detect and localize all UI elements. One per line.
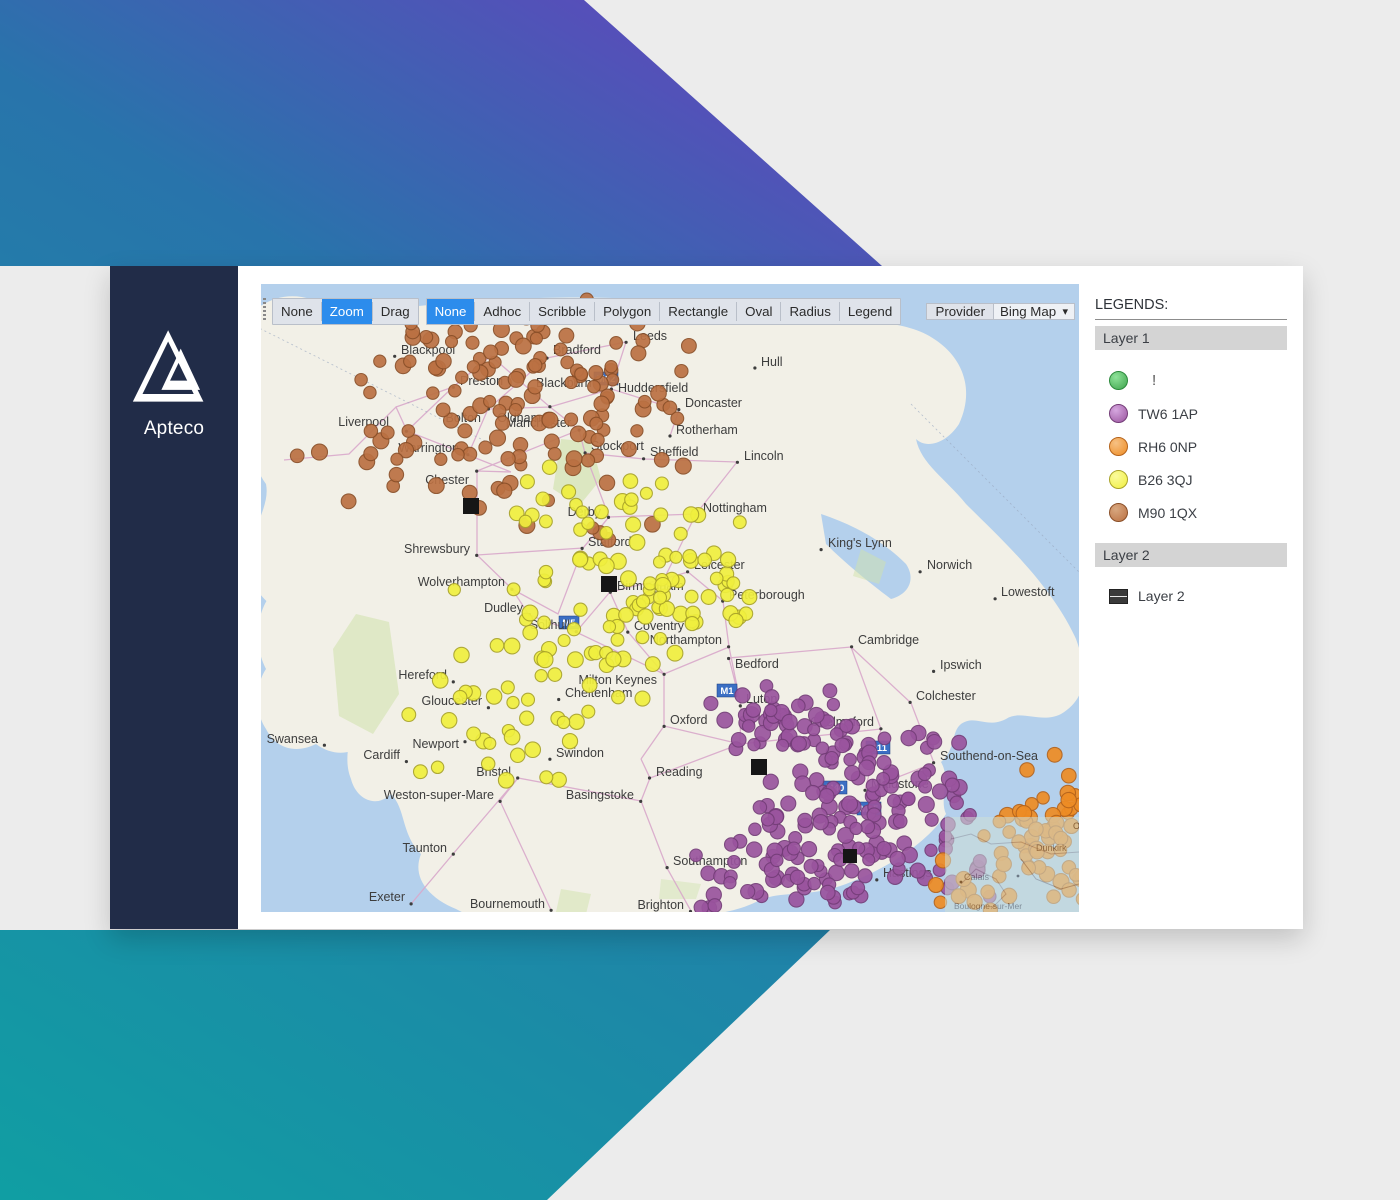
svg-text:Bournemouth: Bournemouth (470, 897, 545, 911)
svg-text:Lowestoft: Lowestoft (1001, 585, 1055, 599)
svg-text:Newport: Newport (412, 737, 459, 751)
svg-text:Weston-super-Mare: Weston-super-Mare (384, 788, 494, 802)
svg-text:Exeter: Exeter (369, 890, 405, 904)
svg-text:Boulogne-sur-Mer: Boulogne-sur-Mer (954, 901, 1022, 911)
svg-text:Lincoln: Lincoln (744, 449, 784, 463)
svg-text:Dunkirk: Dunkirk (1036, 843, 1067, 853)
svg-text:Colchester: Colchester (916, 689, 976, 703)
svg-text:Swindon: Swindon (556, 746, 604, 760)
svg-text:Dudley: Dudley (484, 601, 524, 615)
svg-text:Bedford: Bedford (735, 657, 779, 671)
svg-text:Oste: Oste (1073, 821, 1079, 831)
svg-text:King's Lynn: King's Lynn (828, 536, 892, 550)
svg-text:Cardiff: Cardiff (363, 748, 400, 762)
svg-text:M1: M1 (720, 686, 734, 697)
svg-text:Peterborough: Peterborough (729, 588, 805, 602)
svg-text:Taunton: Taunton (403, 841, 448, 855)
svg-text:Ipswich: Ipswich (940, 658, 982, 672)
svg-text:Wolverhampton: Wolverhampton (418, 575, 505, 589)
svg-text:Southend-on-Sea: Southend-on-Sea (940, 749, 1038, 763)
svg-text:Brighton: Brighton (637, 898, 684, 912)
svg-text:Reading: Reading (656, 765, 703, 779)
svg-text:Shrewsbury: Shrewsbury (404, 542, 471, 556)
svg-text:Cambridge: Cambridge (858, 633, 919, 647)
svg-text:Doncaster: Doncaster (685, 396, 742, 410)
svg-text:Swansea: Swansea (267, 732, 318, 746)
svg-text:Hull: Hull (761, 355, 783, 369)
svg-text:Rotherham: Rotherham (676, 423, 738, 437)
svg-text:Norwich: Norwich (927, 558, 972, 572)
svg-text:Oxford: Oxford (670, 713, 708, 727)
svg-text:Nottingham: Nottingham (703, 501, 767, 515)
svg-text:Calais: Calais (964, 872, 990, 882)
svg-text:Liverpool: Liverpool (338, 415, 389, 429)
svg-text:Basingstoke: Basingstoke (566, 788, 634, 802)
